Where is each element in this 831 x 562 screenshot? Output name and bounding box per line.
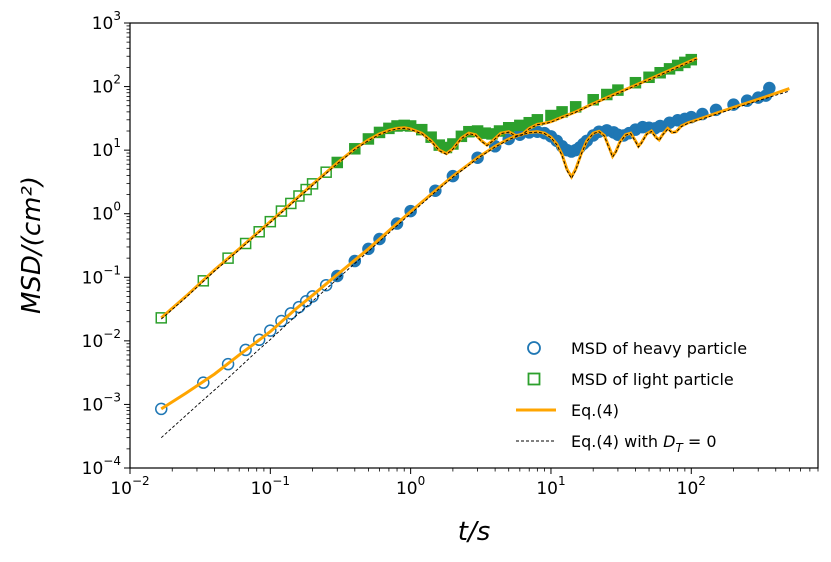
legend-label-text: MSD of light particle <box>571 370 734 389</box>
light-particle-point <box>239 237 252 250</box>
heavy-particle-point <box>252 333 266 347</box>
legend-light-marker <box>527 372 541 386</box>
legend-label-math: D <box>663 432 675 451</box>
x-tick-exponent: 2 <box>698 474 706 488</box>
legend-label-tail: = 0 <box>683 432 717 451</box>
x-tick-exponent: 0 <box>418 474 426 488</box>
y-tick-mantissa: 10 <box>92 141 114 161</box>
x-tick-label: 10−1 <box>251 474 290 499</box>
legend-label-text: Eq.(4) with <box>571 432 663 451</box>
x-axis-label: t/s <box>458 517 491 547</box>
legend-label: Eq.(4) <box>571 401 619 420</box>
x-tick-mantissa: 10 <box>536 479 558 499</box>
light-particle-point <box>293 190 305 202</box>
legend-label-sub: T <box>675 441 684 455</box>
y-tick-exponent: 3 <box>113 9 121 23</box>
y-tick-exponent: −4 <box>103 454 121 468</box>
heavy-particle-point <box>275 314 288 328</box>
x-tick-mantissa: 10 <box>396 479 418 499</box>
y-tick-exponent: 1 <box>113 136 121 150</box>
heavy-particle-point <box>155 402 168 416</box>
y-tick-exponent: −2 <box>103 327 121 341</box>
y-tick-exponent: −1 <box>103 263 121 277</box>
light-particle-point <box>285 197 297 210</box>
x-tick-exponent: −1 <box>272 474 290 488</box>
light-particle-point <box>514 119 526 132</box>
heavy-particle-point <box>264 324 277 337</box>
series-layer <box>155 53 790 439</box>
heavy-particle-point <box>239 343 252 357</box>
y-tick-label: 10−1 <box>82 263 121 288</box>
light-particle-point <box>222 252 234 264</box>
heavy-particle-point <box>284 307 298 320</box>
y-tick-exponent: 2 <box>113 73 121 87</box>
legend-label: Eq.(4) with DT = 0 <box>571 432 717 455</box>
heavy-particle-point <box>763 81 776 95</box>
y-tick-label: 103 <box>92 9 121 34</box>
x-axis: 10−2 10−1 100 101 102 <box>110 468 819 499</box>
plot-area <box>130 23 818 468</box>
heavy-particle-point <box>319 278 333 292</box>
legend-label: MSD of heavy particle <box>571 339 747 358</box>
y-tick-exponent: −3 <box>103 390 121 404</box>
y-tick-label: 10−4 <box>82 454 121 479</box>
y-tick-mantissa: 10 <box>92 14 114 34</box>
y-tick-label: 10−2 <box>82 327 121 352</box>
eq4-dt0-curve <box>160 58 698 320</box>
heavy-particle-point <box>197 376 210 389</box>
y-tick-mantissa: 10 <box>82 268 104 288</box>
light-particle-point <box>404 120 417 132</box>
legend-label-text: Eq.(4) <box>571 401 619 420</box>
y-tick-mantissa: 10 <box>82 395 104 415</box>
y-tick-exponent: 0 <box>113 200 121 214</box>
heavy-particle-point <box>221 357 235 371</box>
y-tick-label: 100 <box>92 200 121 225</box>
x-tick-exponent: 1 <box>558 474 566 488</box>
light-particle-point <box>197 275 210 287</box>
x-tick-label: 102 <box>677 474 706 499</box>
legend-label: MSD of light particle <box>571 370 734 389</box>
light-particle-point <box>264 215 277 228</box>
eq4-dt0-curve <box>160 90 790 439</box>
x-tick-label: 101 <box>536 474 565 499</box>
legend-heavy-marker <box>527 341 541 355</box>
light-particle-point <box>275 205 288 217</box>
x-tick-exponent: −2 <box>132 474 150 488</box>
light-particle-point <box>306 178 319 190</box>
y-axis-label: MSD/(cm²) <box>17 176 47 314</box>
legend-label-text: MSD of heavy particle <box>571 339 747 358</box>
x-tick-label: 10−2 <box>110 474 149 499</box>
y-tick-mantissa: 10 <box>92 78 114 98</box>
x-tick-label: 100 <box>396 474 425 499</box>
light-particle-point <box>155 312 168 324</box>
light-particle-point <box>253 226 265 238</box>
legend: MSD of heavy particle MSD of light partic… <box>516 339 747 455</box>
x-tick-mantissa: 10 <box>251 479 273 499</box>
y-tick-label: 102 <box>92 73 121 98</box>
x-tick-mantissa: 10 <box>110 479 132 499</box>
plot-frame <box>129 22 819 469</box>
y-tick-label: 10−3 <box>82 390 121 415</box>
eq4-curve <box>160 87 790 411</box>
y-tick-mantissa: 10 <box>82 332 104 352</box>
light-particle-point <box>320 166 332 178</box>
x-tick-mantissa: 10 <box>677 479 699 499</box>
y-tick-label: 101 <box>92 136 121 161</box>
y-tick-mantissa: 10 <box>82 459 104 479</box>
y-tick-mantissa: 10 <box>92 205 114 225</box>
